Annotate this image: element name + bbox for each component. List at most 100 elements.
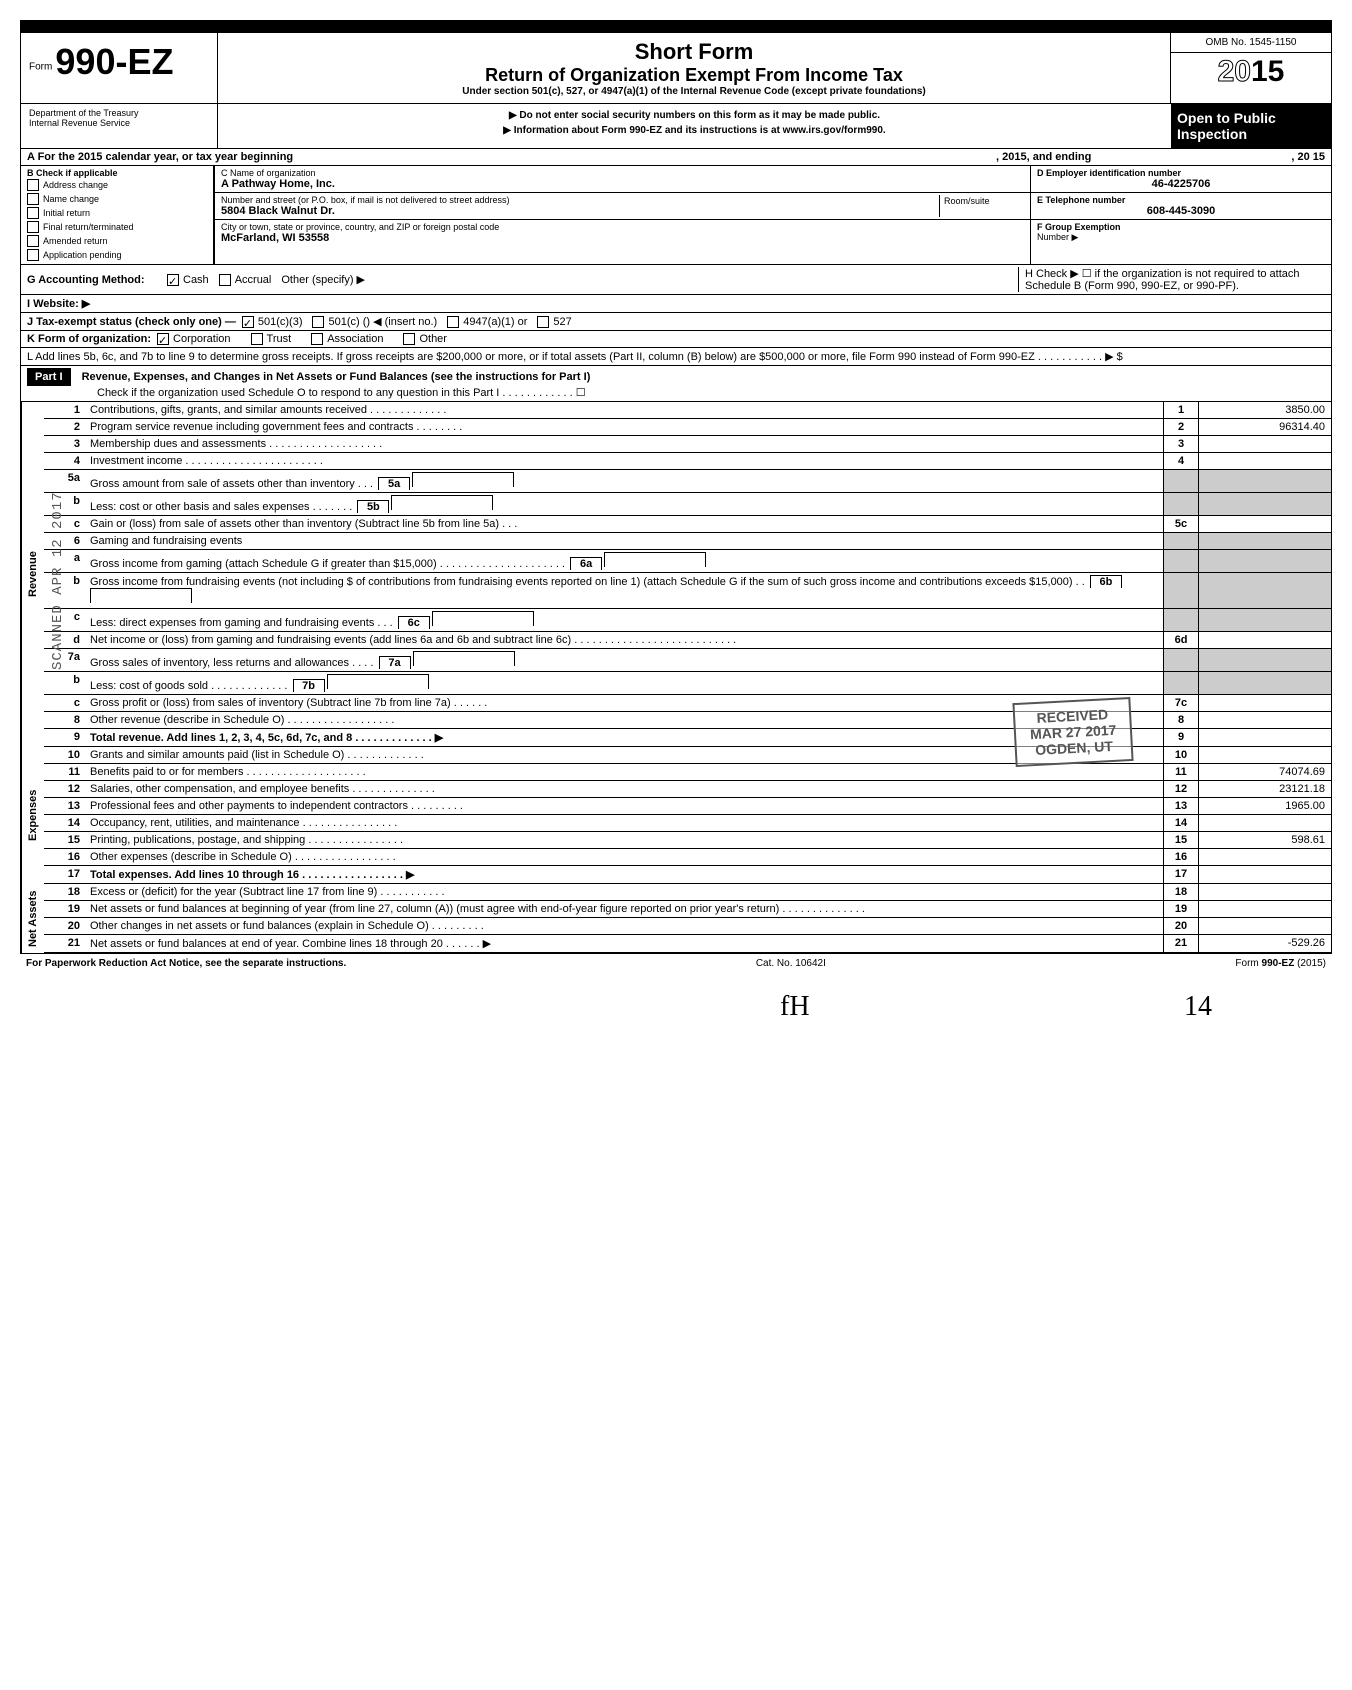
k-corp-checkbox[interactable]: ✓ [157, 333, 169, 345]
amount-value: 598.61 [1199, 832, 1331, 848]
amount-number: 6d [1163, 632, 1199, 648]
j-527-checkbox[interactable] [537, 316, 549, 328]
j-501c-checkbox[interactable] [312, 316, 324, 328]
amount-value [1199, 712, 1331, 728]
k-other-checkbox[interactable] [403, 333, 415, 345]
received-stamp: RECEIVED MAR 27 2017 OGDEN, UT [1012, 697, 1134, 767]
ein: 46-4225706 [1037, 178, 1325, 190]
amount-number-shaded [1163, 493, 1199, 515]
part1-check: Check if the organization used Schedule … [97, 386, 1325, 399]
footer: For Paperwork Reduction Act Notice, see … [20, 954, 1332, 973]
amount-number: 11 [1163, 764, 1199, 780]
form-prefix: Form [29, 61, 52, 72]
sections-def: D Employer identification number 46-4225… [1030, 166, 1331, 264]
line-row: 6Gaming and fundraising events [44, 533, 1331, 550]
checkbox[interactable] [27, 179, 39, 191]
dept-line1: Department of the Treasury [29, 108, 209, 118]
line-number: 15 [44, 832, 86, 848]
line-number: 2 [44, 419, 86, 435]
warning1: ▶ Do not enter social security numbers o… [224, 110, 1165, 121]
line-row: dNet income or (loss) from gaming and fu… [44, 632, 1331, 649]
line-row: cGain or (loss) from sale of assets othe… [44, 516, 1331, 533]
line-desc: Gross profit or (loss) from sales of inv… [86, 695, 1163, 711]
checkbox[interactable] [27, 235, 39, 247]
phone: 608-445-3090 [1037, 205, 1325, 217]
g-accrual: Accrual [235, 274, 272, 286]
line-desc: Net assets or fund balances at end of ye… [86, 935, 1163, 952]
amount-shaded [1199, 493, 1331, 515]
j-opt1: 501(c)(3) [258, 316, 303, 328]
line-row: aGross income from gaming (attach Schedu… [44, 550, 1331, 573]
line-desc: Investment income . . . . . . . . . . . … [86, 453, 1163, 469]
year-prefix: 20 [1218, 55, 1251, 88]
line-row: 21Net assets or fund balances at end of … [44, 935, 1331, 953]
part1-label: Part I [27, 368, 71, 386]
amount-value: 96314.40 [1199, 419, 1331, 435]
line-row: bLess: cost or other basis and sales exp… [44, 493, 1331, 516]
inline-box: 6c [398, 616, 430, 629]
line-number: 18 [44, 884, 86, 900]
check-label: Amended return [43, 236, 108, 246]
line-number: 8 [44, 712, 86, 728]
j-501c3-checkbox[interactable]: ✓ [242, 316, 254, 328]
amount-value: 1965.00 [1199, 798, 1331, 814]
amount-shaded [1199, 672, 1331, 694]
line-desc: Gaming and fundraising events [86, 533, 1163, 549]
form-number: 990-EZ [55, 41, 173, 82]
line-number: 11 [44, 764, 86, 780]
line-row: 20Other changes in net assets or fund ba… [44, 918, 1331, 935]
k-assoc-checkbox[interactable] [311, 333, 323, 345]
amount-number: 10 [1163, 747, 1199, 763]
checkbox[interactable] [27, 193, 39, 205]
amount-number: 14 [1163, 815, 1199, 831]
amount-value [1199, 695, 1331, 711]
line-number: 20 [44, 918, 86, 934]
check-item: Amended return [27, 234, 207, 248]
checkbox[interactable] [27, 221, 39, 233]
line-number: 19 [44, 901, 86, 917]
line-desc: Net assets or fund balances at beginning… [86, 901, 1163, 917]
check-item: Application pending [27, 248, 207, 262]
room-label: Room/suite [944, 196, 990, 206]
warnings: ▶ Do not enter social security numbers o… [218, 104, 1171, 148]
dept-line2: Internal Revenue Service [29, 118, 209, 128]
j-opt3: 4947(a)(1) or [463, 316, 527, 328]
line-row: 2Program service revenue including gover… [44, 419, 1331, 436]
amount-value: 23121.18 [1199, 781, 1331, 797]
line-row: 15Printing, publications, postage, and s… [44, 832, 1331, 849]
org-name: A Pathway Home, Inc. [221, 178, 1024, 190]
line-row: cLess: direct expenses from gaming and f… [44, 609, 1331, 632]
checkbox[interactable] [27, 207, 39, 219]
check-item: Address change [27, 178, 207, 192]
open-public: Open to Public Inspection [1171, 104, 1331, 148]
section-c: C Name of organization A Pathway Home, I… [215, 166, 1030, 264]
c-city-label: City or town, state or province, country… [221, 222, 1024, 232]
amount-shaded [1199, 649, 1331, 671]
amount-number-shaded [1163, 672, 1199, 694]
g-label: G Accounting Method: [27, 274, 167, 286]
line-desc: Total expenses. Add lines 10 through 16 … [86, 866, 1163, 883]
line-number: 4 [44, 453, 86, 469]
k-trust-checkbox[interactable] [251, 333, 263, 345]
cash-checkbox[interactable]: ✓ [167, 274, 179, 286]
footer-right: Form 990-EZ (2015) [1235, 958, 1326, 969]
l-text: L Add lines 5b, 6c, and 7b to line 9 to … [27, 350, 1123, 363]
checkbox[interactable] [27, 249, 39, 261]
amount-number-shaded [1163, 533, 1199, 549]
amount-number: 21 [1163, 935, 1199, 952]
j-4947-checkbox[interactable] [447, 316, 459, 328]
line-row: 14Occupancy, rent, utilities, and mainte… [44, 815, 1331, 832]
line-row: 3Membership dues and assessments . . . .… [44, 436, 1331, 453]
line-desc: Excess or (deficit) for the year (Subtra… [86, 884, 1163, 900]
year-suffix: 15 [1251, 55, 1284, 88]
check-label: Initial return [43, 208, 90, 218]
amount-value [1199, 747, 1331, 763]
amount-number-shaded [1163, 573, 1199, 608]
check-item: Name change [27, 192, 207, 206]
g-cash: Cash [183, 274, 209, 286]
line-number: 13 [44, 798, 86, 814]
accrual-checkbox[interactable] [219, 274, 231, 286]
revenue-label: Revenue [21, 402, 44, 747]
k-trust: Trust [267, 333, 292, 345]
amount-shaded [1199, 550, 1331, 572]
